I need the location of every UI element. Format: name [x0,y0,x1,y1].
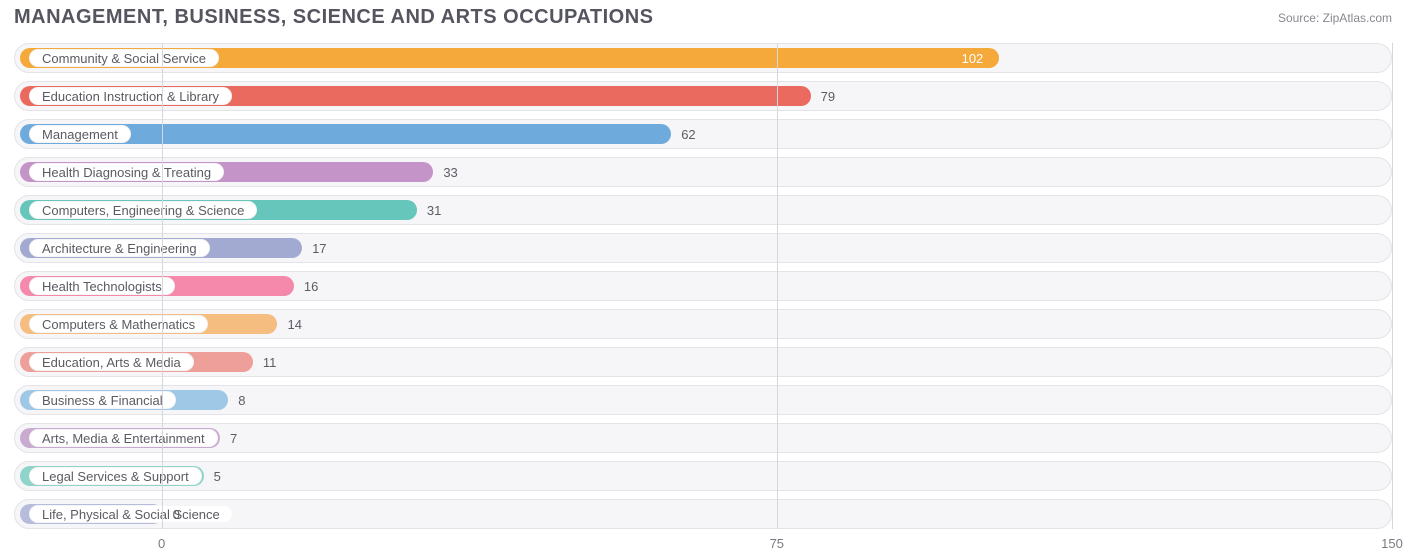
bar-value: 8 [238,386,245,414]
chart-row: Computers, Engineering & Science 31 [14,195,1392,225]
bar-value: 33 [443,158,457,186]
bar-label: Business & Financial [29,391,176,409]
gridline [162,43,163,529]
bar-value: 102 [962,44,984,72]
gridline [1392,43,1393,529]
bar-label: Legal Services & Support [29,467,202,485]
chart-row: Health Technologists 16 [14,271,1392,301]
bar-value: 11 [263,348,277,376]
bar-label: Health Diagnosing & Treating [29,163,224,181]
bar-label: Health Technologists [29,277,175,295]
chart-row: Life, Physical & Social Science0 [14,499,1392,529]
bar-label: Community & Social Service [29,49,219,67]
x-axis-tick: 150 [1381,536,1403,551]
bar-label: Architecture & Engineering [29,239,210,257]
bar-value: 5 [214,462,221,490]
x-axis-tick: 0 [158,536,165,551]
chart-area: Community & Social Service 102 Education I… [0,33,1406,559]
bar-value: 62 [681,120,695,148]
bar-label: Computers & Mathematics [29,315,208,333]
chart-row: Legal Services & Support 5 [14,461,1392,491]
chart-row: Business & Financial 8 [14,385,1392,415]
bar-label: Arts, Media & Entertainment [29,429,218,447]
x-axis-tick: 75 [770,536,784,551]
source-prefix: Source: [1278,11,1323,25]
bar-value: 0 [173,500,180,528]
chart-row: Computers & Mathematics 14 [14,309,1392,339]
bar-value: 14 [287,310,301,338]
chart-rows: Community & Social Service 102 Education I… [14,43,1392,529]
bar-value: 7 [230,424,237,452]
bar-label: Education, Arts & Media [29,353,194,371]
chart-row: Education Instruction & Library 79 [14,81,1392,111]
bar-label: Life, Physical & Social Science [29,505,233,523]
bar-label: Education Instruction & Library [29,87,232,105]
bar-label: Computers, Engineering & Science [29,201,257,219]
chart-header: MANAGEMENT, BUSINESS, SCIENCE AND ARTS O… [0,0,1406,33]
chart-source: Source: ZipAtlas.com [1278,11,1392,25]
chart-row: Health Diagnosing & Treating 33 [14,157,1392,187]
gridline [777,43,778,529]
chart-title: MANAGEMENT, BUSINESS, SCIENCE AND ARTS O… [14,6,653,29]
bar-value: 31 [427,196,441,224]
bar-value: 17 [312,234,326,262]
source-name: ZipAtlas.com [1323,11,1392,25]
bar-label: Management [29,125,131,143]
x-axis: 075150 [14,537,1392,557]
bar-value: 16 [304,272,318,300]
chart-row: Management 62 [14,119,1392,149]
chart-row: Architecture & Engineering 17 [14,233,1392,263]
chart-row: Community & Social Service 102 [14,43,1392,73]
chart-row: Arts, Media & Entertainment 7 [14,423,1392,453]
chart-row: Education, Arts & Media 11 [14,347,1392,377]
bar-value: 79 [821,82,835,110]
